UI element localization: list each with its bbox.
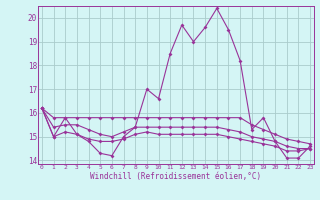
X-axis label: Windchill (Refroidissement éolien,°C): Windchill (Refroidissement éolien,°C) xyxy=(91,172,261,181)
